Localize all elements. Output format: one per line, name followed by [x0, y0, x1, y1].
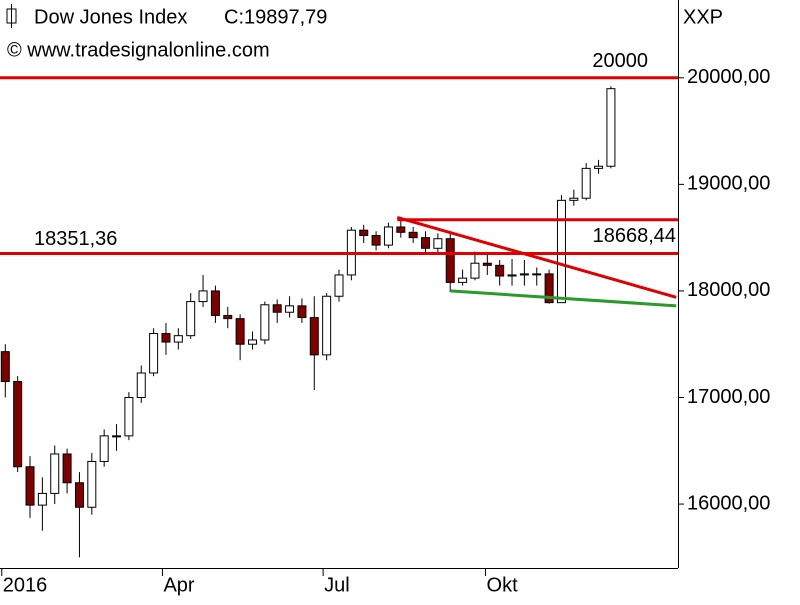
- level-label: 20000: [592, 50, 648, 72]
- candle-body: [544, 273, 554, 304]
- candle-body: [74, 482, 84, 508]
- candle-body: [124, 396, 134, 437]
- x-tick-label: 2016: [3, 574, 48, 596]
- x-tick-label: Okt: [487, 574, 519, 596]
- candle-body: [272, 304, 282, 313]
- y-axis-label: XXP: [683, 6, 723, 28]
- candle-body: [408, 231, 418, 239]
- trend-line: [396, 215, 677, 299]
- level-label: 18351,36: [34, 228, 117, 250]
- candle-body: [136, 372, 146, 398]
- x-tick-label: Jul: [324, 574, 350, 596]
- candle-body: [87, 460, 97, 508]
- candle-body: [470, 262, 480, 279]
- candle-body: [421, 237, 431, 249]
- candle-body: [519, 273, 529, 276]
- candle-body: [99, 435, 109, 462]
- x-tick-label: Apr: [163, 574, 194, 596]
- candle-body: [322, 295, 332, 356]
- candle-body: [247, 339, 257, 345]
- candle-body: [25, 466, 35, 506]
- source: © www.tradesignalonline.com: [7, 39, 270, 61]
- candle-body: [532, 273, 542, 276]
- candle-body: [13, 381, 23, 468]
- candle-body: [433, 238, 443, 249]
- candle-body: [50, 453, 60, 494]
- candle-body: [285, 305, 295, 313]
- candle-body: [556, 199, 566, 304]
- candle-body: [359, 229, 369, 237]
- candle-body: [495, 264, 505, 277]
- candle-body: [0, 351, 10, 383]
- candle-body: [186, 301, 196, 337]
- trend-line: [450, 289, 677, 308]
- y-tick-label: 16000,00: [687, 492, 770, 514]
- candle-body: [112, 435, 122, 438]
- chart-title: Dow Jones Index: [34, 6, 187, 28]
- y-tick-label: 17000,00: [687, 386, 770, 408]
- candle-body: [569, 197, 579, 201]
- candle-body: [260, 304, 270, 341]
- candle-body: [297, 305, 307, 319]
- candle-body: [173, 335, 183, 343]
- candle-body: [458, 277, 468, 283]
- candle-body: [445, 238, 455, 283]
- candle-body: [210, 290, 220, 316]
- candle-body: [62, 453, 72, 484]
- candle-body: [161, 333, 171, 343]
- level-label: 18668,44: [593, 225, 676, 247]
- candle-body: [235, 318, 245, 345]
- candle-body: [371, 235, 381, 246]
- candle-body: [309, 317, 319, 356]
- last-value: C:19897,79: [224, 6, 327, 28]
- y-tick-label: 19000,00: [687, 173, 770, 195]
- candle-body: [507, 274, 517, 277]
- candle-body: [581, 167, 591, 199]
- y-tick-label: 18000,00: [687, 279, 770, 301]
- candle-body: [334, 274, 344, 297]
- candle-body: [149, 333, 159, 374]
- candle-body: [606, 88, 616, 167]
- candle-body: [482, 262, 492, 266]
- candle-body: [383, 226, 393, 246]
- y-tick-label: 20000,00: [687, 66, 770, 88]
- candle-body: [594, 165, 604, 169]
- candle-body: [37, 492, 47, 506]
- candle-body: [396, 226, 406, 233]
- candle-body: [198, 290, 208, 303]
- candle-body: [223, 314, 233, 320]
